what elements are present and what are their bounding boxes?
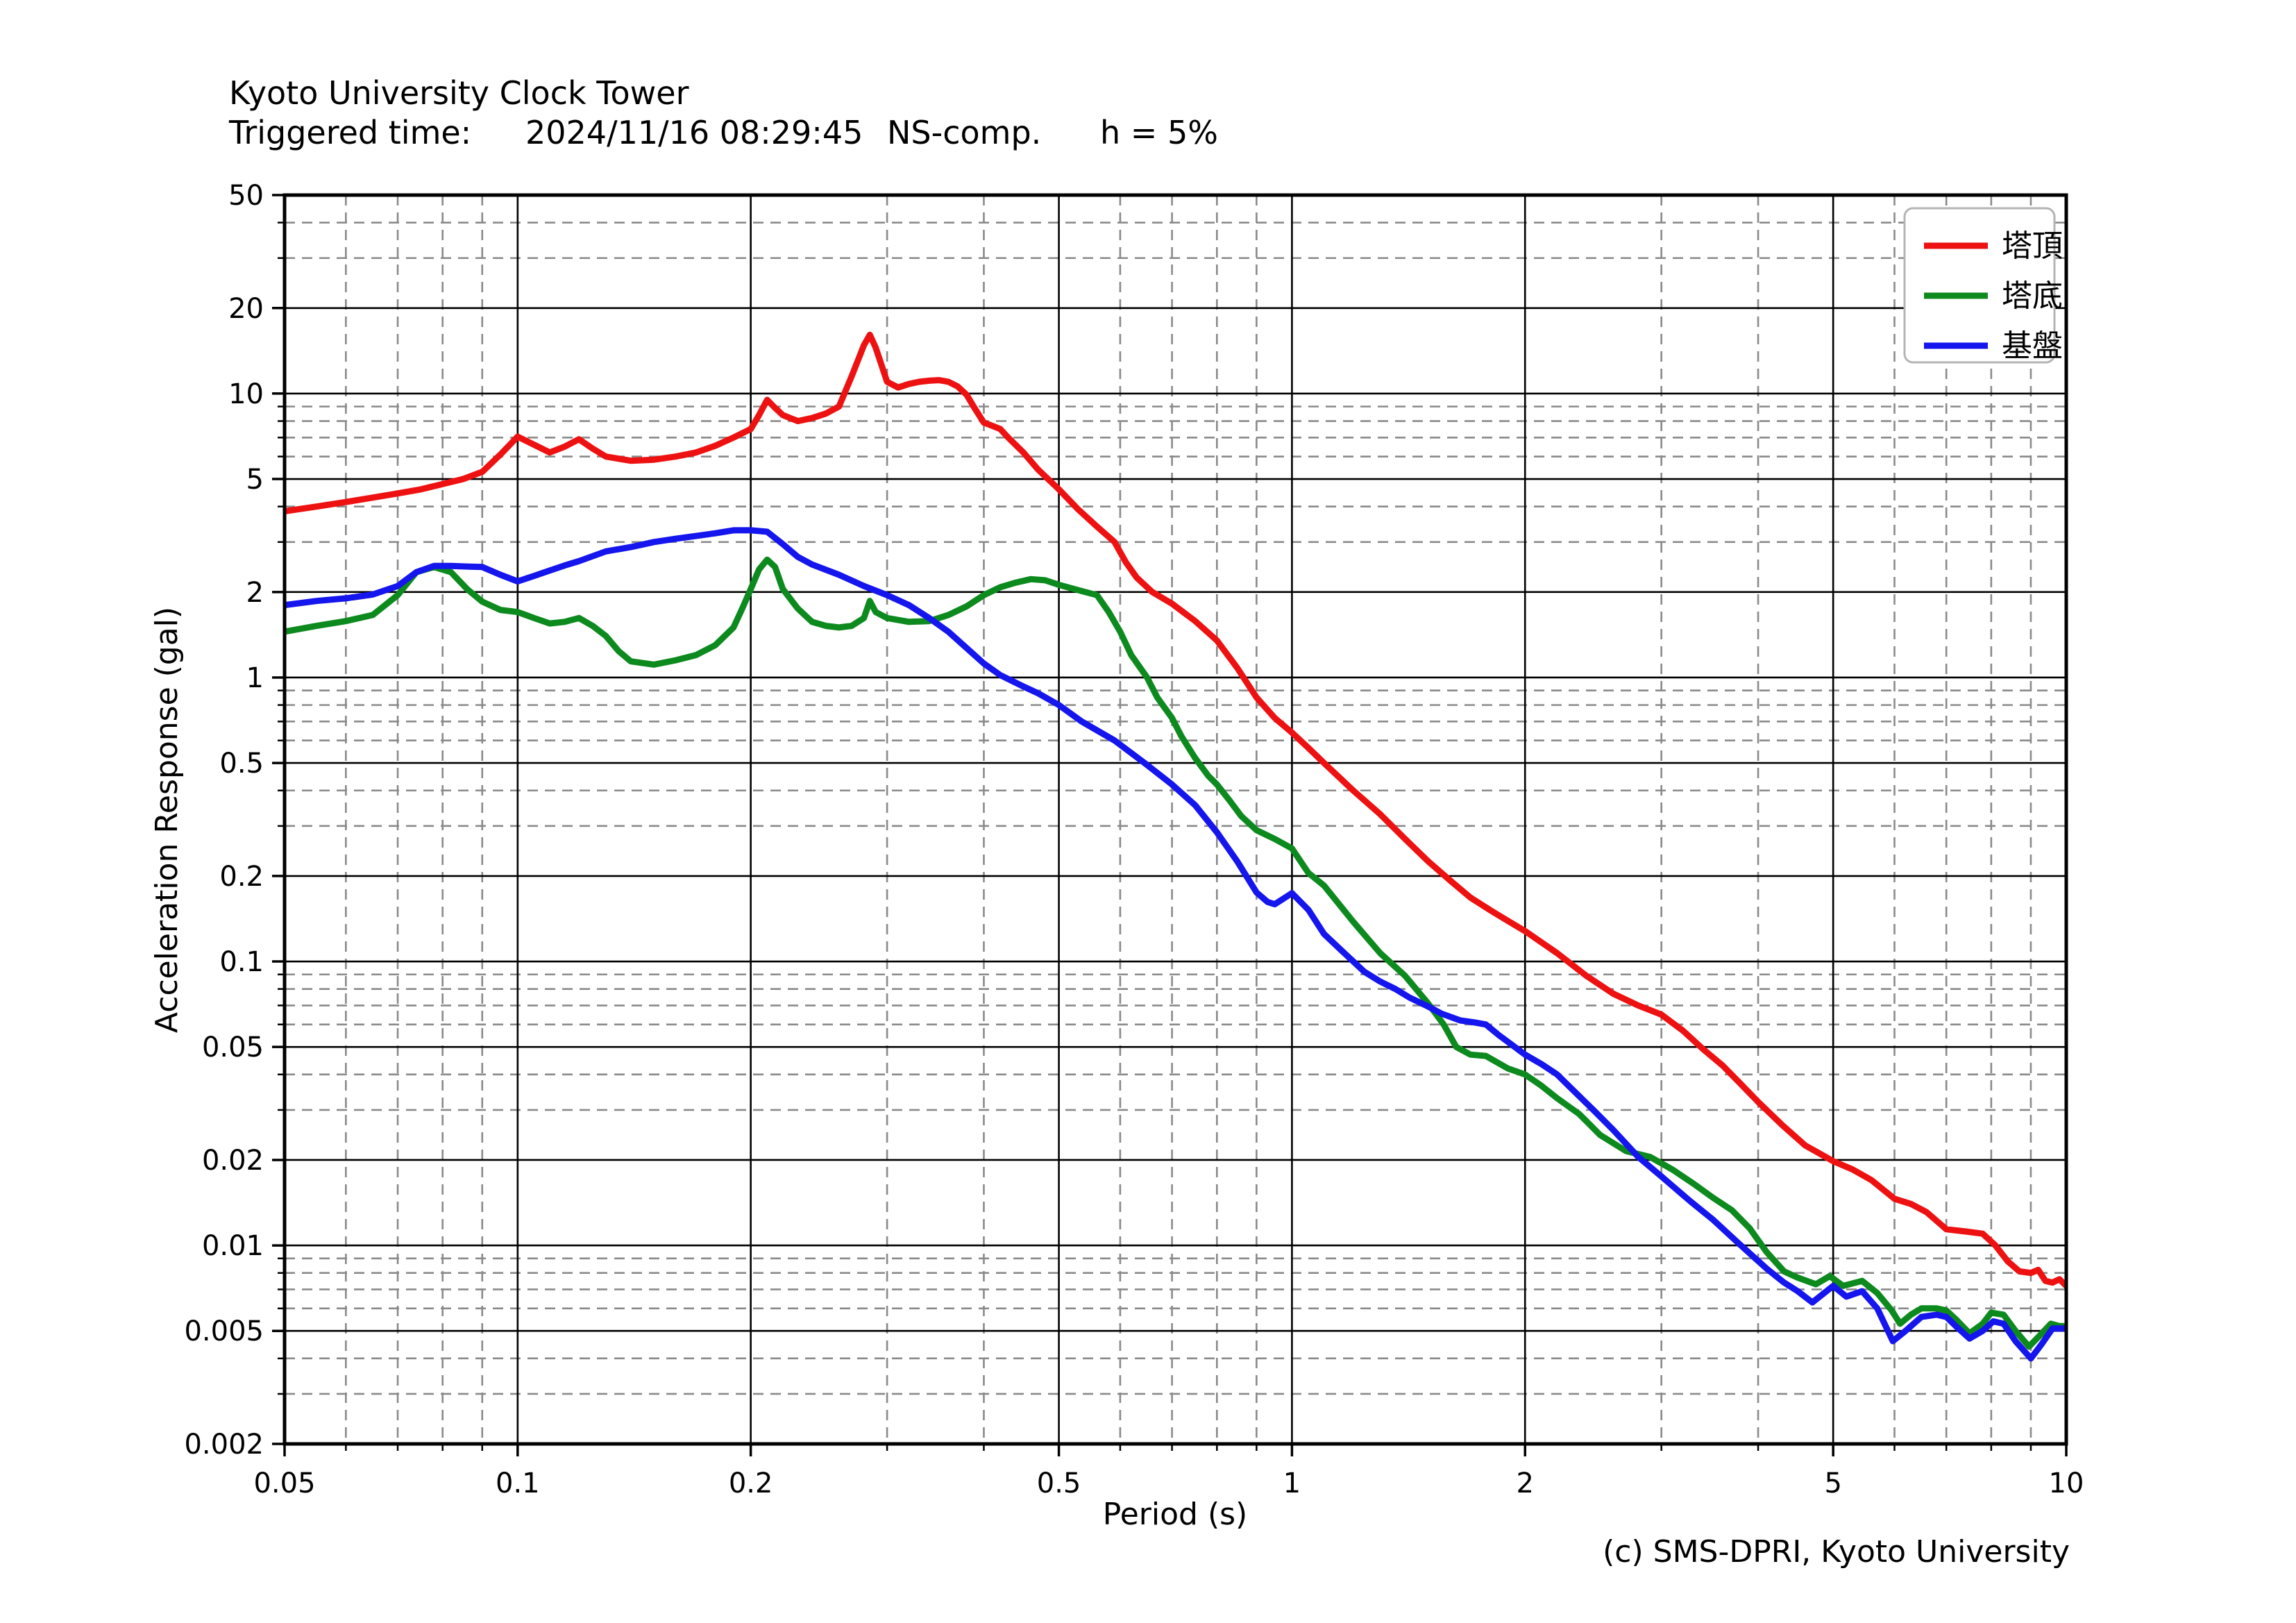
y-tick-label: 0.05 xyxy=(202,1032,264,1063)
axis-ticks xyxy=(272,194,2068,1456)
plot-border xyxy=(282,193,2068,1446)
page-title: Kyoto University Clock Tower xyxy=(229,74,689,112)
x-tick-label: 2 xyxy=(1517,1468,1534,1499)
legend-label-kiban: 基盤 xyxy=(2002,328,2063,364)
y-tick-label: 50 xyxy=(228,180,264,212)
grid-minor xyxy=(285,195,2066,1444)
axis-tick-labels: 0.05 0.1 0.2 0.5 1 2 5 10 50 20 10 5 2 1 0.5 0.2 0.1 0.05… xyxy=(184,180,2084,1499)
y-tick-label: 2 xyxy=(246,577,264,609)
y-tick-label: 0.01 xyxy=(202,1230,264,1262)
x-axis-title: Period (s) xyxy=(1103,1497,1247,1532)
x-tick-label: 0.05 xyxy=(253,1468,315,1499)
x-tick-label: 0.2 xyxy=(729,1468,773,1499)
x-tick-label: 0.5 xyxy=(1037,1468,1081,1499)
x-tick-label: 5 xyxy=(1824,1468,1841,1499)
y-tick-label: 0.005 xyxy=(184,1315,264,1347)
series-path-0 xyxy=(285,331,2066,1289)
series-path-1 xyxy=(285,556,2066,1350)
y-tick-label: 0.002 xyxy=(184,1429,264,1461)
triggered-time-value: 2024/11/16 08:29:45 xyxy=(525,114,863,151)
damping-label: h = 5% xyxy=(1100,114,1218,151)
y-tick-label: 0.2 xyxy=(219,861,264,893)
y-tick-label: 1 xyxy=(246,662,264,694)
legend-label-totyo: 塔頂 xyxy=(2002,228,2063,264)
y-tick-label: 0.5 xyxy=(219,748,264,780)
x-tick-label: 0.1 xyxy=(496,1468,540,1499)
y-tick-label: 10 xyxy=(228,378,264,410)
y-tick-label: 5 xyxy=(246,464,264,496)
x-tick-label: 1 xyxy=(1283,1468,1301,1499)
y-axis-title: Acceleration Response (gal) xyxy=(149,607,185,1033)
component-label: NS-comp. xyxy=(887,114,1041,151)
series-path-2 xyxy=(285,527,2066,1362)
x-tick-label: 10 xyxy=(2049,1468,2084,1499)
credit-text: (c) SMS-DPRI, Kyoto University xyxy=(1603,1534,2070,1570)
y-tick-label: 0.1 xyxy=(219,946,264,978)
y-tick-label: 0.02 xyxy=(202,1145,264,1177)
triggered-time-label: Triggered time: xyxy=(228,114,471,151)
series-curves xyxy=(285,331,2066,1362)
legend: 塔頂 塔底 基盤 xyxy=(1903,207,2063,364)
grid-major xyxy=(283,194,2068,1445)
legend-label-totei: 塔底 xyxy=(2002,278,2063,314)
y-tick-label: 20 xyxy=(228,293,264,325)
